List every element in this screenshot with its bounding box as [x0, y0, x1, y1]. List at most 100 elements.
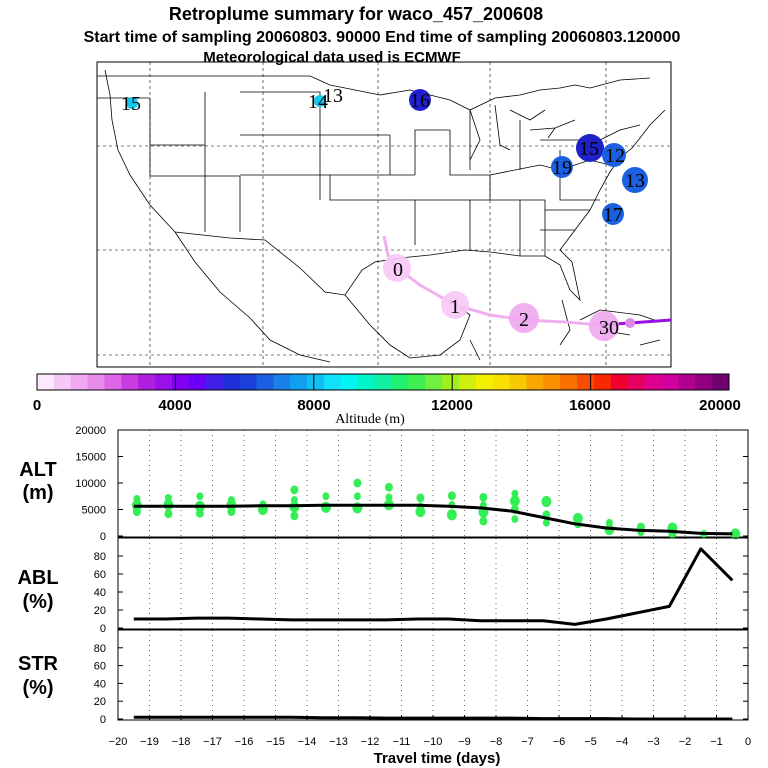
alt-scatter-point: [132, 507, 141, 517]
cluster-label: 15: [579, 138, 599, 160]
colorbar-cell: [357, 374, 375, 390]
x-tick-label: −13: [329, 736, 348, 748]
colorbar-cell: [256, 374, 274, 390]
alt-scatter-point: [479, 516, 488, 526]
cluster-marker: [602, 203, 624, 225]
trajectory-label: 1: [450, 296, 460, 318]
alt-scatter-point: [322, 492, 330, 501]
cluster-marker: [602, 143, 626, 167]
x-tick-label: −2: [679, 736, 692, 748]
cluster-labels: 15 14 13 16 19 15 12 13 17: [121, 85, 645, 226]
y-tick-label: 0: [100, 531, 106, 543]
trajectory-point: [441, 291, 469, 319]
trajectory-label: 3: [599, 317, 609, 339]
alt-scatter-point: [446, 509, 457, 521]
cluster-markers: [126, 89, 648, 225]
colorbar-cell: [323, 374, 342, 390]
colorbar-dividers: [174, 374, 592, 390]
y-tick-label: 40: [94, 678, 106, 690]
colorbar-cell: [610, 374, 629, 390]
trajectory-label: 0: [393, 259, 403, 281]
colorbar-tick: 12000: [431, 397, 473, 414]
colorbar-cell: [307, 374, 325, 390]
colorbar-cell: [205, 374, 224, 390]
colorbar-tick: 16000: [569, 397, 611, 414]
trajectory: [382, 235, 672, 341]
colorbar-cell: [678, 374, 696, 390]
alt-scatter-point: [353, 478, 362, 488]
colorbar-tick: 4000: [158, 397, 191, 414]
cluster-label: 17: [603, 204, 623, 226]
colorbar-cell: [239, 374, 257, 390]
x-axis: −20 −19 −18 −17 −16 −15 −14 −13 −12 −11 −10 −9 −8 −7−…: [109, 715, 751, 748]
alt-scatter-point: [196, 492, 204, 501]
colorbar-cell: [87, 374, 105, 390]
alt-scatter-point: [164, 509, 173, 519]
colorbar-tick: 20000: [699, 397, 741, 414]
colorbar-cell: [188, 374, 207, 390]
colorbar-cell: [374, 374, 392, 390]
y-tick-label: 10000: [75, 478, 106, 490]
cluster-label: 15: [121, 93, 141, 115]
colorbar-cell: [53, 374, 72, 390]
cluster-marker: [126, 97, 138, 109]
colorbar-cell: [577, 374, 595, 390]
colorbar-label: Altitude (m): [335, 412, 405, 427]
alt-scatter-point: [227, 507, 236, 517]
abl-panel-unit: (%): [22, 591, 53, 613]
alt-scatter-point: [353, 492, 361, 501]
colorbar-cell: [593, 374, 612, 390]
y-tick-label: 5000: [82, 505, 106, 517]
alt-scatter-point: [163, 499, 174, 511]
alt-scatter-point: [509, 495, 520, 507]
x-tick-label: −6: [553, 736, 566, 748]
alt-scatter-point: [479, 492, 488, 502]
trajectory-label: 0: [609, 317, 619, 339]
altitude-colorbar: 0 4000 8000 12000 16000 20000 Altitude (…: [33, 373, 741, 427]
y-tick-label: 20000: [75, 425, 106, 437]
x-tick-label: −9: [458, 736, 471, 748]
cluster-label: 16: [410, 90, 430, 112]
alt-scatter-point: [730, 528, 741, 540]
colorbar-cell: [458, 374, 477, 390]
colorbar-cell: [560, 374, 578, 390]
colorbar-cell: [172, 374, 190, 390]
colorbar-tick: 8000: [297, 397, 330, 414]
cluster-label: 19: [552, 157, 572, 179]
x-tick-label: −12: [361, 736, 380, 748]
trajectory-point: [625, 318, 635, 328]
alt-scatter-point: [511, 515, 519, 523]
colorbar-cell: [644, 374, 662, 390]
trajectory-point: [589, 311, 619, 341]
colorbar-cell: [509, 374, 527, 390]
cluster-label: 12: [605, 145, 625, 167]
str-panel-label: STR: [18, 653, 59, 675]
colorbar-cell: [526, 374, 544, 390]
trajectory-point: [509, 303, 539, 333]
x-axis-label: Travel time (days): [374, 750, 501, 767]
colorbar-cell: [155, 374, 173, 390]
colorbar-cell: [627, 374, 646, 390]
x-tick-label: −8: [490, 736, 503, 748]
alt-scatter-point: [320, 501, 331, 513]
x-tick-label: −16: [235, 736, 254, 748]
alt-panel-unit: (m): [22, 482, 53, 504]
colorbar-cell: [104, 374, 122, 390]
colorbar-cell: [290, 374, 308, 390]
alt-scatter-point: [384, 482, 393, 492]
cluster-marker: [314, 95, 326, 107]
alt-scatter-point: [290, 485, 299, 495]
cluster-marker: [551, 156, 573, 178]
x-tick-label: 0: [745, 736, 751, 748]
x-tick-label: −17: [203, 736, 222, 748]
abl-series-line: [133, 547, 734, 626]
x-tick-label: −10: [424, 736, 443, 748]
x-tick-label: −3: [647, 736, 660, 748]
x-tick-label: −15: [266, 736, 285, 748]
colorbar-cell: [492, 374, 510, 390]
x-tick-label: −11: [393, 736, 411, 748]
trajectory-label: 2: [519, 309, 529, 331]
alt-panel-label: ALT: [19, 459, 56, 481]
colorbar-cell: [425, 374, 443, 390]
